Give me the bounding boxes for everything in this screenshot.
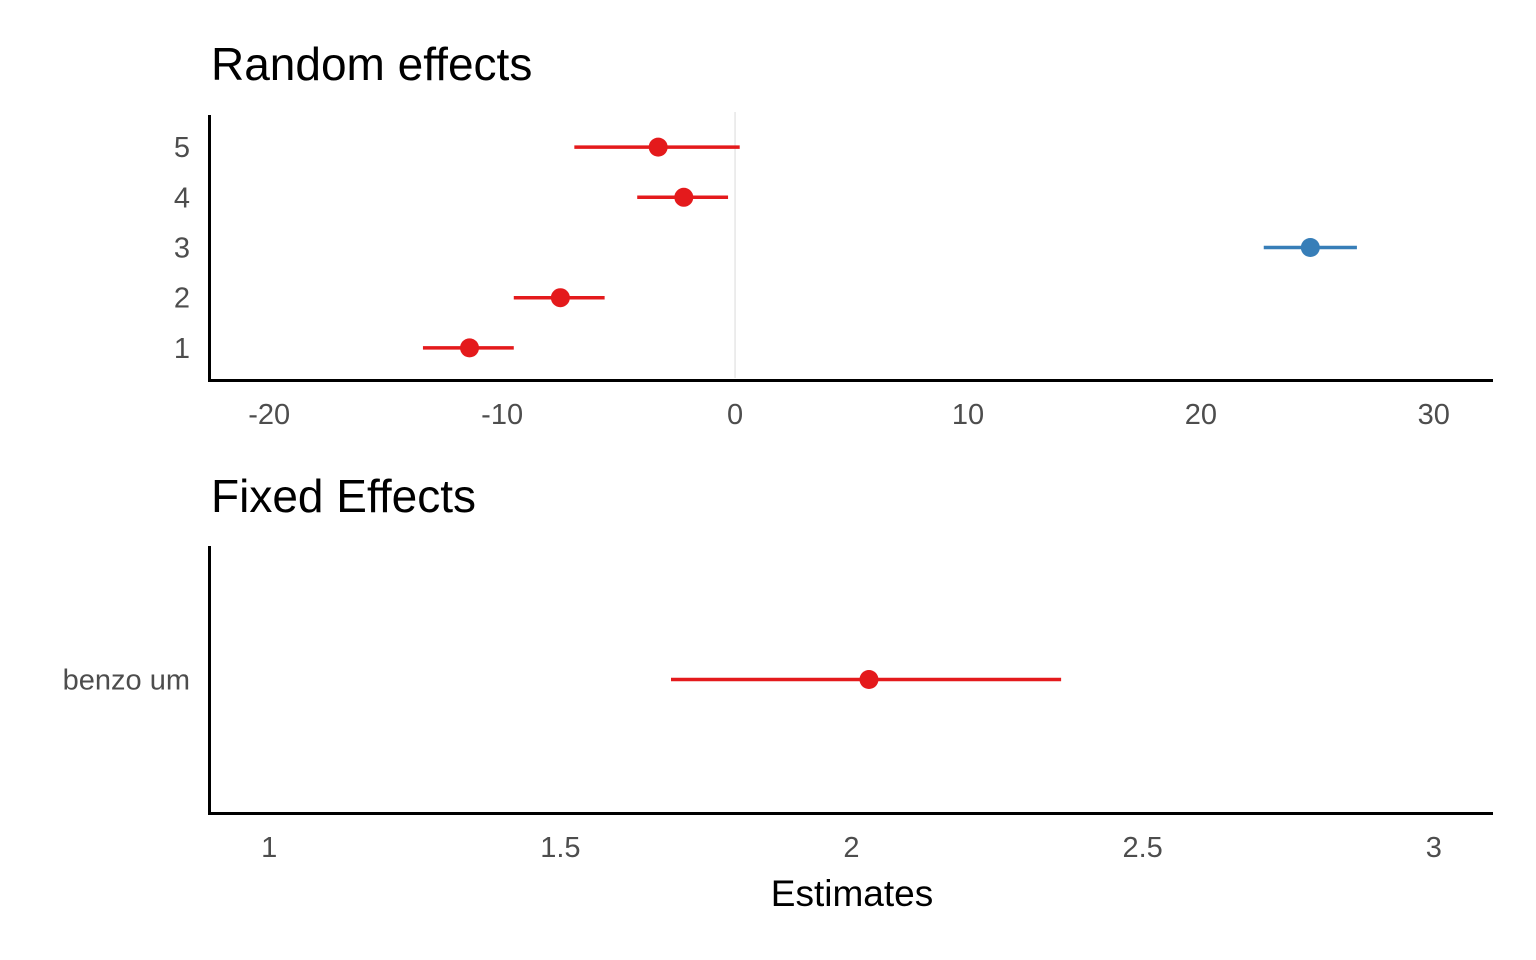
x-tick-label: -20 xyxy=(248,399,290,431)
estimate-row xyxy=(513,288,605,308)
y-tick-label: 4 xyxy=(174,182,190,214)
x-axis-label: Estimates xyxy=(771,873,933,914)
random-effects-x-ticks: -20 -10 0 10 20 30 xyxy=(248,399,1450,431)
estimate-row xyxy=(670,670,1062,689)
estimate-point xyxy=(648,137,668,157)
estimate-point xyxy=(859,670,879,689)
fixed-effects-x-ticks: 1 1.5 2 2.5 3 xyxy=(261,832,1442,864)
random-effects-y-ticks: 1 2 3 4 5 xyxy=(174,132,190,365)
y-tick-label: 1 xyxy=(174,333,190,365)
x-tick-label: 0 xyxy=(727,399,743,431)
estimate-row xyxy=(1263,238,1357,257)
estimate-row xyxy=(422,338,514,358)
random-effects-title: Random effects xyxy=(211,38,532,90)
estimate-row xyxy=(637,187,729,207)
x-tick-label: -10 xyxy=(481,399,523,431)
estimate-point xyxy=(1300,238,1320,257)
fixed-effects-marks xyxy=(670,670,1062,689)
x-tick-label: 3 xyxy=(1426,832,1442,864)
random-effects-marks xyxy=(422,137,1357,358)
y-tick-label: benzo um xyxy=(63,665,190,697)
estimate-row xyxy=(574,137,740,157)
x-tick-label: 2 xyxy=(843,832,859,864)
estimate-point xyxy=(550,288,570,308)
fixed-effects-title: Fixed Effects xyxy=(211,470,476,522)
x-tick-label: 30 xyxy=(1418,399,1450,431)
estimate-point xyxy=(460,338,480,358)
y-tick-label: 3 xyxy=(174,233,190,265)
x-tick-label: 20 xyxy=(1185,399,1217,431)
x-tick-label: 1.5 xyxy=(540,832,580,864)
fixed-effects-y-ticks: benzo um xyxy=(63,665,190,697)
x-tick-label: 1 xyxy=(261,832,277,864)
y-tick-label: 5 xyxy=(174,132,190,164)
x-tick-label: 10 xyxy=(952,399,984,431)
estimate-point xyxy=(674,187,694,207)
random-effects-panel: Random effects 1 2 3 4 5 -20 -10 0 10 20 30 xyxy=(174,38,1493,431)
y-tick-label: 2 xyxy=(174,283,190,315)
x-tick-label: 2.5 xyxy=(1122,832,1162,864)
fixed-effects-panel: Fixed Effects benzo um 1 1.5 2 2.5 3 Estimat… xyxy=(63,470,1493,914)
